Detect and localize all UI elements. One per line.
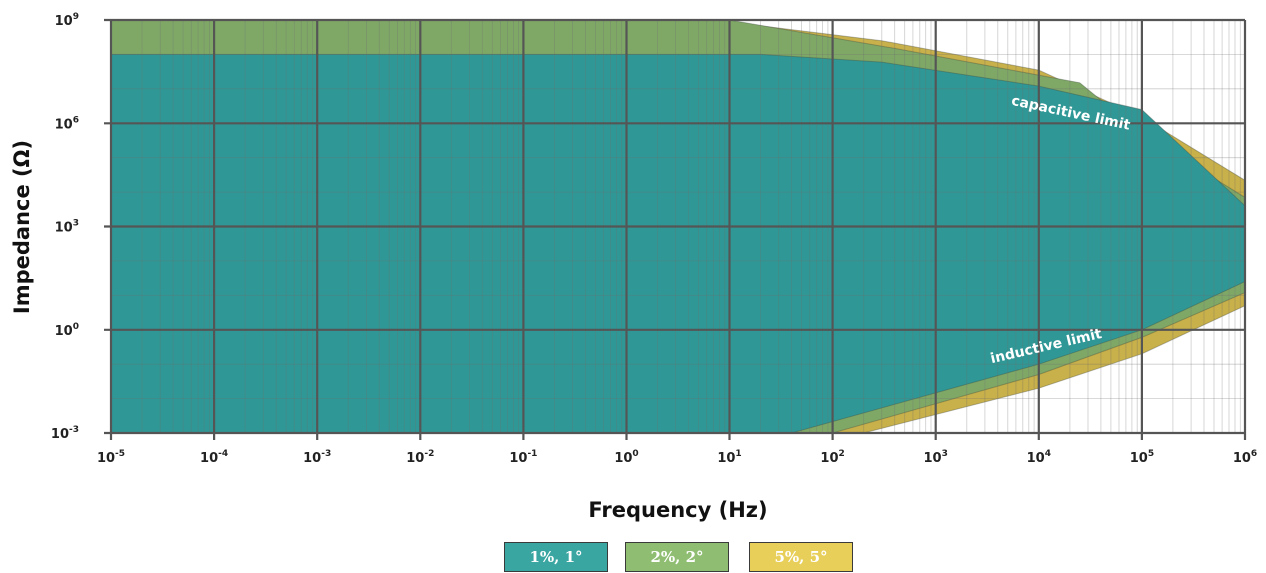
x-tick-label: 103	[924, 449, 948, 466]
plot-grid	[104, 18, 1247, 440]
x-tick-label: 105	[1130, 449, 1154, 466]
x-tick-labels: 10-5 10-4 10-3 10-2 10-1 100 101 102 103 104 105 10…	[97, 449, 1257, 466]
y-tick-label: 109	[55, 12, 79, 29]
x-tick-label: 104	[1027, 449, 1051, 466]
x-tick-label: 100	[614, 449, 638, 466]
x-tick-label: 10-3	[303, 449, 331, 466]
legend-item-5pct: 5%, 5°	[749, 542, 853, 572]
legend-label: 1%, 1°	[529, 548, 583, 566]
x-tick-label: 102	[820, 449, 844, 466]
x-tick-label: 10-5	[97, 449, 125, 466]
legend-item-1pct: 1%, 1°	[504, 542, 608, 572]
x-tick-label: 10-2	[406, 449, 434, 466]
y-tick-label: 100	[55, 322, 79, 339]
legend-label: 2%, 2°	[650, 548, 704, 566]
x-tick-label: 101	[717, 449, 741, 466]
legend-label: 5%, 5°	[774, 548, 828, 566]
y-tick-label: 10-3	[51, 425, 79, 442]
legend: 1%, 1° 2%, 2° 5%, 5°	[0, 542, 1266, 573]
x-tick-label: 10-1	[509, 449, 537, 466]
y-tick-label: 106	[55, 115, 79, 132]
y-axis-title: Impedance (Ω)	[10, 140, 34, 314]
legend-item-2pct: 2%, 2°	[625, 542, 729, 572]
y-tick-label: 103	[55, 219, 79, 236]
x-tick-label: 106	[1233, 449, 1257, 466]
x-axis-title: Frequency (Hz)	[588, 498, 767, 522]
x-tick-label: 10-4	[200, 449, 228, 466]
y-tick-labels: 10-3 100 103 106 109	[51, 12, 79, 442]
